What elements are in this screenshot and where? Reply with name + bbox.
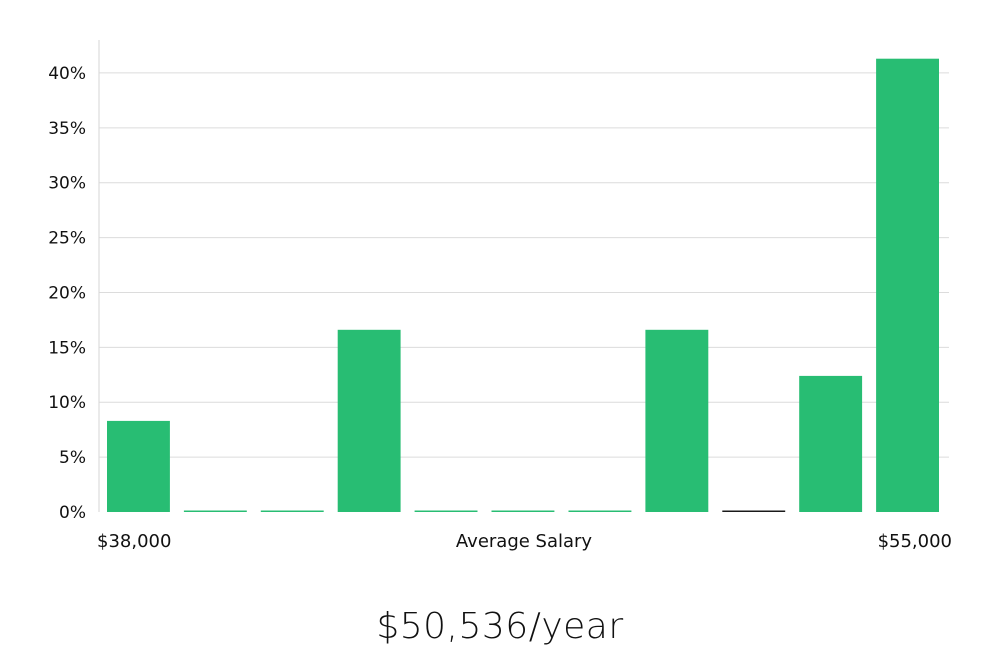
y-tick-label: 25% — [48, 229, 86, 249]
salary-histogram: 0% 5% 10% 15% 20% 25% 30% 35% 40% $38,000 Averag… — [48, 40, 952, 552]
histogram-bar — [183, 510, 247, 512]
y-tick-label: 10% — [48, 393, 86, 413]
x-axis-title: Average Salary — [456, 531, 593, 552]
histogram-bar — [799, 375, 863, 512]
y-tick-label: 0% — [59, 503, 86, 523]
x-max-label: $55,000 — [878, 531, 952, 552]
histogram-bar — [414, 510, 478, 512]
y-tick-label: 40% — [48, 64, 86, 84]
bars — [107, 58, 939, 512]
y-tick-label: 35% — [48, 119, 86, 139]
histogram-bar — [645, 329, 709, 512]
histogram-bar — [722, 510, 786, 512]
histogram-bar — [107, 420, 170, 512]
gridlines — [99, 72, 949, 458]
average-salary-headline: $50,536/year — [376, 606, 624, 647]
histogram-bar — [337, 329, 401, 512]
histogram-bar — [876, 58, 939, 512]
x-min-label: $38,000 — [97, 531, 171, 552]
y-tick-label: 30% — [48, 174, 86, 194]
y-tick-label: 5% — [59, 448, 86, 468]
y-axis-ticks: 0% 5% 10% 15% 20% 25% 30% 35% 40% — [48, 64, 86, 523]
y-tick-label: 20% — [48, 283, 86, 303]
histogram-bar — [491, 510, 555, 512]
y-tick-label: 15% — [48, 338, 86, 358]
histogram-bar — [568, 510, 632, 512]
histogram-bar — [260, 510, 324, 512]
